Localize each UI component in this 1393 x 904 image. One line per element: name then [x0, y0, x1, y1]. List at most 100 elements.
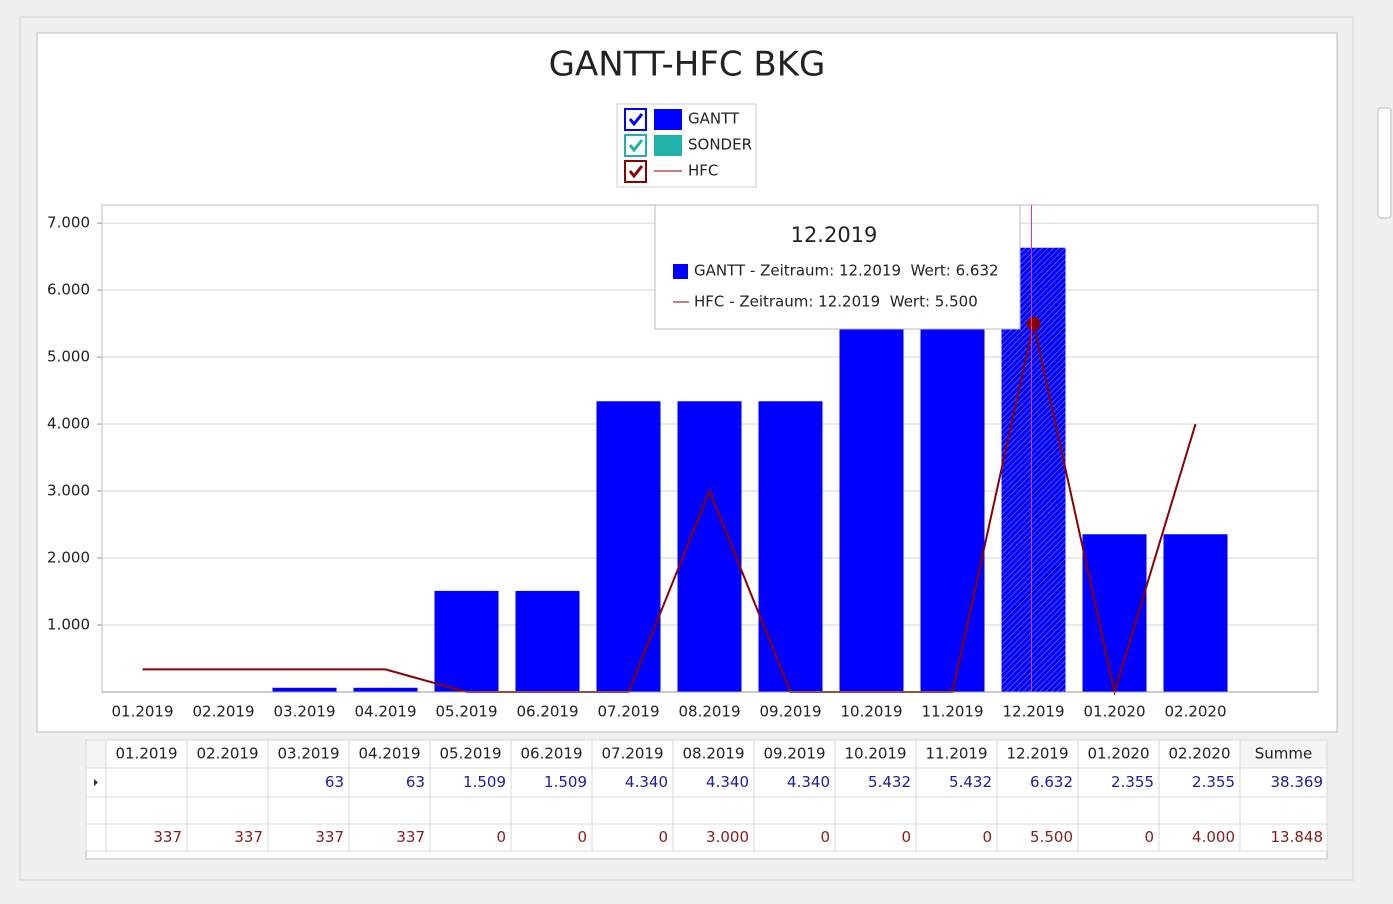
- y-tick-label: 2.000: [47, 549, 90, 567]
- column-header: 11.2019: [925, 745, 987, 763]
- header-cell: [186, 739, 269, 769]
- x-tick-label: 09.2019: [759, 703, 821, 721]
- cell-value: 337: [153, 828, 182, 846]
- scroll-thumb[interactable]: [1377, 107, 1392, 219]
- legend-check: [628, 113, 644, 127]
- cell: [834, 823, 917, 852]
- cell: [510, 823, 593, 852]
- cell: [429, 823, 512, 852]
- cell: [915, 796, 998, 825]
- cell: [429, 767, 512, 798]
- header-cell: [672, 739, 755, 769]
- legend-checkbox[interactable]: [624, 108, 647, 131]
- legend-label: HFC: [688, 162, 718, 180]
- bar: [839, 328, 904, 692]
- line: [142, 323, 1197, 696]
- cell-value: 4.340: [625, 773, 668, 791]
- cell: [672, 796, 755, 825]
- cell: [429, 796, 512, 825]
- column-header: 01.2020: [1087, 745, 1149, 763]
- cell: [348, 796, 431, 825]
- x-tick-label: 03.2019: [273, 703, 335, 721]
- header-cell: [1077, 739, 1160, 769]
- bar: [434, 590, 499, 692]
- bar: [1163, 534, 1228, 692]
- column-header: 06.2019: [520, 745, 582, 763]
- cell-value: 2.355: [1111, 773, 1154, 791]
- bar: [353, 687, 418, 692]
- cell-value: 337: [234, 828, 263, 846]
- header-cell: [591, 739, 674, 769]
- x-tick-label: 06.2019: [516, 703, 578, 721]
- tooltip-line: HFC - Zeitraum: 12.2019 Wert: 5.500: [694, 293, 978, 311]
- column-header: 04.2019: [358, 745, 420, 763]
- cell: [186, 767, 269, 798]
- cell: [186, 823, 269, 852]
- column-header: 10.2019: [844, 745, 906, 763]
- legend-checkbox[interactable]: [624, 160, 647, 183]
- header-cell: [996, 739, 1079, 769]
- x-tick-label: 11.2019: [921, 703, 983, 721]
- cell-value: 0: [982, 828, 992, 846]
- tooltip-title: 12.2019: [791, 223, 878, 247]
- cell-value: 4.340: [787, 773, 830, 791]
- cell: [105, 823, 188, 852]
- legend-label: SONDER: [688, 136, 752, 154]
- column-header: 08.2019: [682, 745, 744, 763]
- cell: [105, 796, 188, 825]
- cell-value: 0: [658, 828, 668, 846]
- legend-checkbox[interactable]: [624, 134, 647, 157]
- y-tick-label: 3.000: [47, 482, 90, 500]
- header-cell: [834, 739, 917, 769]
- cell: [510, 796, 593, 825]
- cell: [1158, 767, 1241, 798]
- x-tick-label: 10.2019: [840, 703, 902, 721]
- cell: [105, 767, 188, 798]
- cell: [834, 796, 917, 825]
- cell-value: 0: [1144, 828, 1154, 846]
- x-tick-label: 02.2019: [192, 703, 254, 721]
- cell-value: 63: [406, 773, 425, 791]
- column-header: 02.2019: [196, 745, 258, 763]
- bar: [596, 401, 661, 692]
- scrollbar[interactable]: [1377, 0, 1393, 900]
- cell: [1239, 767, 1328, 798]
- row-total: 38.369: [1271, 773, 1324, 791]
- cell-value: 3.000: [706, 828, 749, 846]
- tooltip: [654, 204, 1021, 330]
- cell: [267, 823, 350, 852]
- tooltip-swatch: [673, 264, 688, 279]
- x-tick-label: 01.2019: [111, 703, 173, 721]
- cell: [996, 823, 1079, 852]
- cell-value: 4.000: [1192, 828, 1235, 846]
- tooltip-line: GANTT - Zeitraum: 12.2019 Wert: 6.632: [694, 262, 999, 280]
- cell: [348, 823, 431, 852]
- cell-value: 63: [325, 773, 344, 791]
- y-tick-label: 4.000: [47, 415, 90, 433]
- cell: [591, 823, 674, 852]
- cell: [1239, 823, 1328, 852]
- cell: [753, 823, 836, 852]
- legend-check: [628, 165, 644, 179]
- chart-title: GANTT-HFC BKG: [549, 45, 826, 85]
- cell-value: 1.509: [463, 773, 506, 791]
- y-tick-label: 1.000: [47, 616, 90, 634]
- bar: [1082, 534, 1147, 692]
- cell-value: 5.432: [868, 773, 911, 791]
- legend-check: [628, 139, 644, 153]
- cell-value: 337: [315, 828, 344, 846]
- cell-value: 0: [577, 828, 587, 846]
- x-tick-label: 05.2019: [435, 703, 497, 721]
- x-tick-label: 12.2019: [1002, 703, 1064, 721]
- cell-value: 1.509: [544, 773, 587, 791]
- bar: [272, 687, 337, 692]
- cell-value: 6.632: [1030, 773, 1073, 791]
- column-header: 02.2020: [1168, 745, 1230, 763]
- column-header: 07.2019: [601, 745, 663, 763]
- column-header: 05.2019: [439, 745, 501, 763]
- x-tick-label: 04.2019: [354, 703, 416, 721]
- column-header: Summe: [1255, 745, 1312, 763]
- cell: [1077, 796, 1160, 825]
- cell-value: 5.500: [1030, 828, 1073, 846]
- column-header: 12.2019: [1006, 745, 1068, 763]
